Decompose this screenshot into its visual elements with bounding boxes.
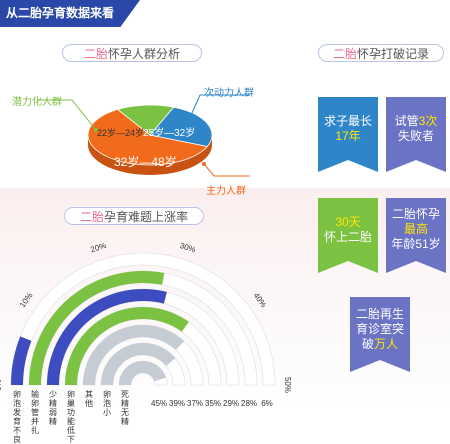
radial-bar-0: [11, 336, 32, 385]
section-title-crowd: 二胎怀孕人群分析: [62, 44, 202, 62]
callout-label-left: 潜力化人群: [12, 97, 62, 108]
record-2-hl: 30天: [335, 214, 361, 229]
axis-tick-0: 0%: [0, 379, 3, 391]
header-title: 从二胎孕育数据来看: [6, 6, 115, 20]
record-shape-3: [386, 198, 446, 273]
radial-track-0: [10, 252, 276, 386]
section-title-records: 二胎怀孕打破记录: [318, 44, 444, 62]
radial-bar-1: [29, 270, 165, 385]
axis-tick-2: 20%: [89, 241, 107, 255]
record-shape-2: [318, 198, 378, 273]
radial-bar-2: [47, 289, 167, 385]
record-4-pre: 二胎再生育诊室突破: [355, 306, 404, 351]
radial-bar-3: [65, 306, 189, 385]
record-3: 二胎怀孕最高 年龄51岁: [386, 198, 446, 261]
section-title-crowd-hl: 二胎: [83, 47, 108, 61]
value-label-2: 29%: [222, 399, 240, 408]
value-label-4: 37%: [186, 399, 204, 408]
section-title-records-rest: 怀孕打破记录: [357, 47, 430, 61]
section-title-difficulty: 二胎孕育难题上涨率: [64, 207, 204, 225]
record-shape-4: [350, 297, 410, 372]
value-label-6: 45%: [150, 399, 168, 408]
pie-label-mid: 25岁—32岁: [143, 128, 196, 139]
pie-slice-2: [87, 108, 209, 166]
category-label-6: 死精无精: [121, 390, 129, 426]
axis-tick-5: 50%: [283, 377, 292, 393]
value-label-1: 28%: [240, 399, 258, 408]
category-label-0: 卵泡发育不良: [13, 390, 21, 444]
callout-line-top: [187, 94, 250, 123]
record-1-hl: 3次: [418, 113, 438, 128]
pie-label-small: 22岁—24岁: [97, 128, 145, 138]
value-label-0: 6%: [261, 399, 273, 408]
axis-tick-3: 30%: [179, 241, 197, 255]
section-title-crowd-rest: 怀孕人群分析: [108, 47, 181, 61]
category-label-4: 其他: [85, 390, 93, 408]
callout-label-top: 次动力人群: [204, 88, 254, 99]
record-2: 30天 怀上二胎: [318, 198, 378, 261]
record-4-hl: 万人: [374, 336, 399, 351]
record-0-pre: 求子最长: [323, 113, 372, 128]
record-shape-0: [318, 97, 378, 172]
section-title-records-hl: 二胎: [332, 47, 357, 61]
radial-bar-5: [101, 343, 176, 385]
record-1-pre: 试管: [394, 113, 419, 128]
record-1-post: 失败者: [397, 128, 434, 143]
pie-slice-1: [149, 106, 213, 147]
pie-slice-0: [116, 104, 175, 136]
callout-dot-top: [186, 120, 190, 124]
record-2-post: 怀上二胎: [323, 229, 372, 244]
record-shape-1: [386, 97, 446, 172]
section-title-difficulty-rest: 孕育难题上涨率: [104, 210, 189, 224]
value-label-3: 35%: [204, 399, 222, 408]
category-label-5: 卵泡小: [103, 390, 111, 417]
callout-dot-bottom: [202, 162, 206, 166]
category-label-2: 少精弱精: [49, 390, 57, 426]
radial-bar-4: [83, 325, 185, 385]
axis-tick-4: 40%: [251, 291, 268, 309]
callout-line-left: [38, 99, 97, 131]
record-4: 二胎再生育诊室突破万人: [354, 303, 406, 355]
category-label-1: 输卵管并扎: [31, 390, 39, 435]
header-banner: 从二胎孕育数据来看: [0, 0, 140, 27]
category-label-3: 卵巢功能低下: [67, 390, 75, 444]
value-label-5: 39%: [168, 399, 186, 408]
record-0: 求子最长 17年: [318, 97, 378, 160]
record-3-pre: 二胎怀孕: [391, 207, 440, 221]
callout-line-bottom: [203, 163, 250, 177]
axis-tick-1: 10%: [18, 291, 35, 309]
record-3-post: 年龄51岁: [391, 237, 441, 251]
section-title-difficulty-hl: 二胎: [79, 210, 104, 224]
callout-dot-left: [94, 128, 98, 132]
record-3-hl: 最高: [403, 222, 428, 236]
pie-label-big: 32岁—48岁: [114, 155, 177, 169]
radial-bar-6: [119, 361, 166, 385]
callout-label-bottom: 主力人群: [206, 186, 246, 197]
record-0-hl: 17年: [335, 128, 361, 143]
record-1: 试管3次 失败者: [386, 97, 446, 160]
